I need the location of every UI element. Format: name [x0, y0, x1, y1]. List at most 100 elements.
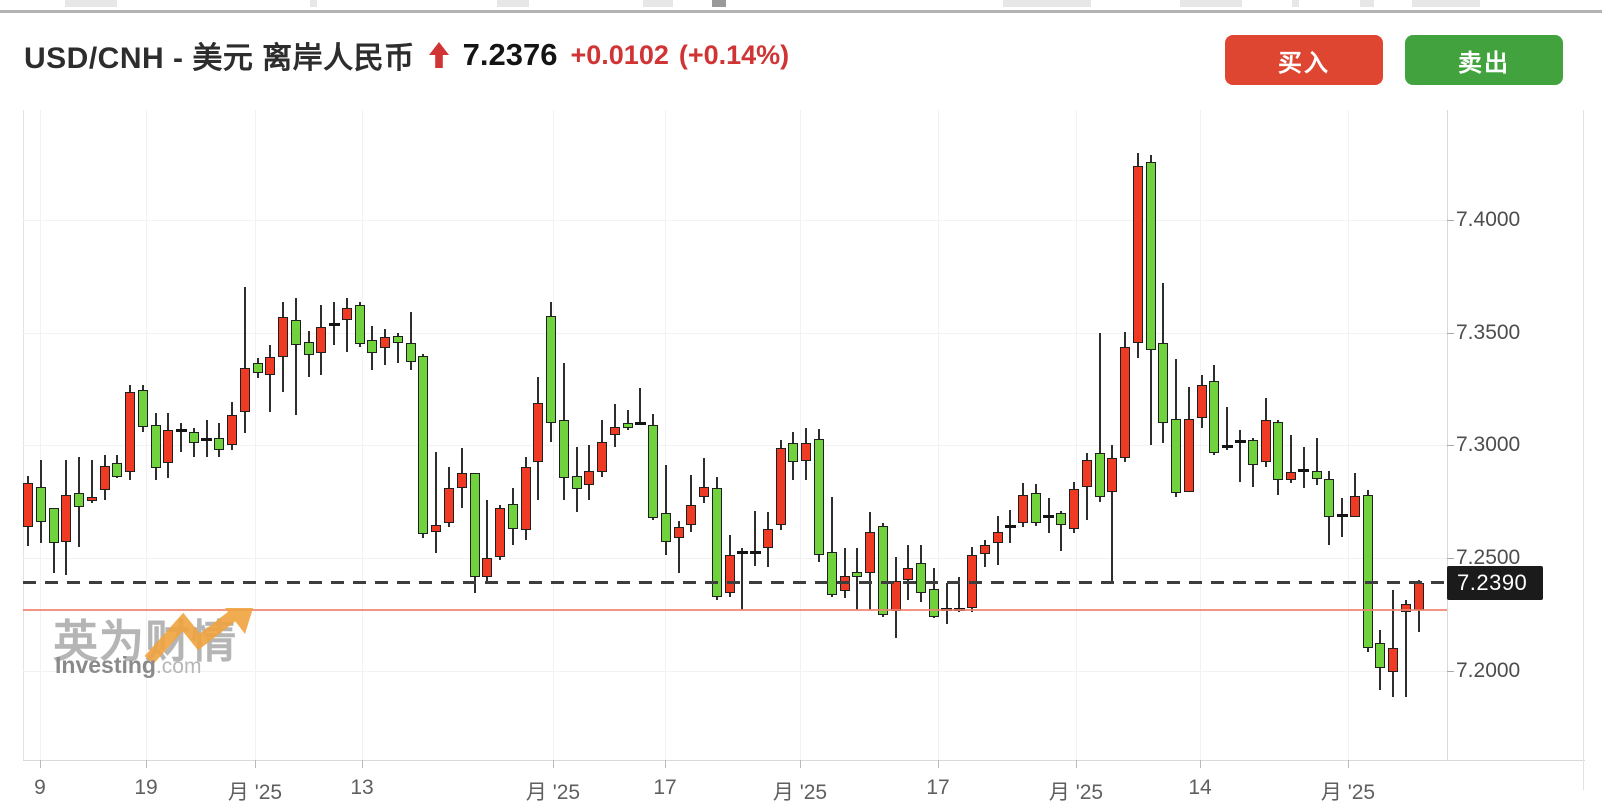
- candle-down: [303, 341, 314, 355]
- candle-wick: [90, 459, 93, 503]
- previous-close-line: [23, 608, 1447, 611]
- candle-up: [23, 482, 33, 527]
- vertical-gridline: [665, 110, 666, 760]
- candle-down: [367, 340, 378, 353]
- candle-down: [48, 507, 59, 544]
- candle-up: [341, 308, 352, 321]
- candle-up: [61, 494, 72, 542]
- candle-down: [1362, 494, 1373, 649]
- watermark-zigzag-arrow-icon: [144, 608, 253, 665]
- candle-up: [890, 580, 901, 611]
- candle-up: [163, 429, 174, 463]
- time-tick-label: 17: [926, 776, 950, 799]
- time-tick-mark: [362, 760, 363, 768]
- doji-dash: [1298, 469, 1310, 473]
- candle-up: [482, 557, 493, 577]
- candle-wick: [243, 286, 246, 433]
- candle-up: [1107, 457, 1118, 492]
- vertical-gridline: [255, 110, 256, 760]
- candle-down: [1324, 478, 1335, 517]
- sell-button[interactable]: 卖出: [1405, 35, 1563, 85]
- candle-up: [533, 402, 544, 462]
- candle-up: [1069, 489, 1080, 529]
- change-percent: (+0.14%): [678, 39, 790, 70]
- candle-down: [188, 432, 199, 444]
- candle-wick: [664, 464, 667, 555]
- candle-up: [1413, 582, 1424, 610]
- candle-wick: [1353, 473, 1356, 517]
- candle-up: [1388, 648, 1399, 672]
- candle-down: [916, 562, 927, 593]
- candle-down: [788, 443, 799, 462]
- time-tick-mark: [553, 760, 554, 768]
- candle-down: [1158, 343, 1169, 423]
- top-divider: [0, 10, 1602, 13]
- candle-down: [354, 304, 365, 344]
- candle-down: [622, 422, 633, 428]
- buy-button[interactable]: 买入: [1225, 35, 1383, 85]
- candle-wick: [1226, 406, 1229, 451]
- candle-down: [112, 462, 123, 478]
- candle-wick: [1239, 429, 1241, 482]
- vertical-gridline: [40, 110, 41, 760]
- instrument-header: USD/CNH - 美元 离岸人民币 7.2376 +0.0102 (+0.14…: [24, 30, 789, 80]
- candle-wick: [1341, 498, 1344, 537]
- candle-wick: [754, 510, 757, 567]
- candle-down: [392, 336, 403, 343]
- candle-wick: [269, 345, 272, 412]
- candle-up: [456, 473, 467, 488]
- price-tick-mark: [1447, 332, 1454, 334]
- doji-dash: [1043, 515, 1055, 519]
- horizontal-gridline: [23, 332, 1447, 334]
- candle-down: [469, 473, 480, 577]
- horizontal-gridline: [23, 445, 1447, 447]
- candle-up: [903, 567, 914, 581]
- candle-up: [597, 441, 608, 472]
- horizontal-gridline: [23, 557, 1447, 559]
- candle-down: [877, 525, 888, 615]
- vertical-gridline: [938, 110, 939, 760]
- candle-up: [801, 443, 812, 462]
- right-edge-border: [1583, 110, 1584, 790]
- candle-down: [1247, 439, 1258, 465]
- time-tick-label: 14: [1188, 776, 1212, 799]
- candle-wick: [294, 297, 297, 415]
- candle-up: [584, 470, 595, 485]
- candle-up: [762, 528, 773, 549]
- time-tick-mark: [1200, 760, 1201, 768]
- time-tick-mark: [665, 760, 666, 768]
- price-tick-mark: [1447, 445, 1454, 447]
- candle-wick: [409, 311, 412, 371]
- price-tick-mark: [1447, 557, 1454, 559]
- candle-down: [558, 420, 569, 478]
- vertical-gridline: [362, 110, 363, 760]
- doji-dash: [1004, 525, 1016, 529]
- candle-wick: [1060, 510, 1063, 551]
- candle-up: [686, 505, 697, 526]
- vertical-gridline: [800, 110, 801, 760]
- price-tick-label: 7.4000: [1456, 208, 1521, 231]
- candle-wick: [396, 333, 399, 364]
- time-tick-label: 月 '25: [525, 781, 581, 804]
- candle-wick: [1315, 437, 1318, 485]
- candle-up: [1081, 459, 1092, 487]
- price-tick-label: 7.2500: [1456, 545, 1521, 569]
- candle-down: [546, 315, 557, 423]
- candle-down: [660, 512, 671, 542]
- candle-up: [227, 414, 238, 446]
- candle-wick: [945, 582, 948, 624]
- price-up-arrow-icon: [428, 41, 450, 69]
- candle-up: [1183, 418, 1194, 492]
- candle-down: [214, 437, 225, 451]
- time-tick-label: 月 '25: [1048, 781, 1104, 804]
- candle-down: [507, 504, 518, 529]
- candle-wick: [1111, 445, 1114, 583]
- time-tick-label: 月 '25: [1320, 781, 1376, 804]
- candle-wick: [690, 475, 693, 533]
- price-tick-label: 7.3000: [1456, 433, 1521, 457]
- watermark-cn-text: 英为财情: [53, 616, 238, 667]
- horizontal-gridline: [23, 670, 1447, 672]
- candle-up: [673, 526, 684, 538]
- candle-up: [1349, 495, 1360, 517]
